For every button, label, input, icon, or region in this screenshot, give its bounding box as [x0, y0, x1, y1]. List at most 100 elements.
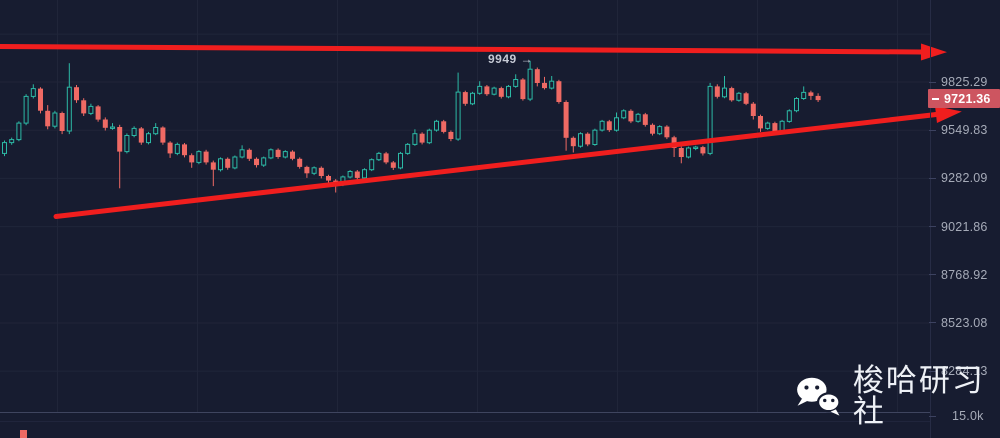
candle — [16, 121, 22, 142]
candles-layer — [2, 60, 821, 193]
candle — [513, 74, 519, 88]
candle — [354, 170, 360, 181]
candle — [412, 129, 418, 146]
trend-arrows[interactable] — [0, 43, 962, 219]
watermark-text: 梭哈研习社 — [852, 363, 985, 429]
candle — [9, 137, 15, 145]
candle — [254, 157, 259, 168]
candle — [182, 143, 187, 158]
candle — [729, 86, 735, 102]
candle — [290, 150, 295, 161]
y-axis-label: 8284.13 — [941, 364, 988, 379]
candle — [606, 119, 612, 132]
price-axis-border — [930, 0, 931, 438]
candle — [750, 102, 756, 120]
candle — [527, 60, 533, 102]
candle — [38, 87, 43, 114]
candle — [570, 136, 576, 153]
y-axis-label: 9549.83 — [941, 123, 988, 138]
candle — [722, 76, 727, 99]
candle — [664, 125, 670, 140]
candle — [275, 148, 281, 159]
candle — [434, 119, 439, 132]
candle — [225, 157, 231, 170]
candle — [441, 119, 447, 134]
y-axis-label: 8523.08 — [941, 315, 988, 330]
candle — [743, 91, 749, 106]
last-price-value: 9721.36 — [944, 91, 991, 106]
candle — [405, 143, 411, 155]
candle — [794, 97, 799, 113]
axis-tick — [929, 370, 936, 372]
candle — [693, 145, 699, 151]
candle — [23, 94, 29, 126]
candle — [786, 109, 792, 123]
candle — [592, 128, 598, 146]
candle — [297, 157, 303, 169]
last-price-tag: 9721.36 — [928, 89, 1000, 108]
axis-tick — [929, 177, 936, 179]
axis-tick — [929, 322, 936, 324]
y-axis-label: 9825.29 — [941, 75, 988, 89]
candle — [578, 132, 583, 148]
candle — [686, 146, 691, 159]
candle — [2, 140, 7, 157]
volume-grid-line — [0, 421, 930, 422]
axis-tick — [929, 129, 936, 131]
candle — [542, 76, 547, 90]
candle — [282, 150, 288, 159]
candle — [318, 166, 324, 179]
candle — [772, 121, 778, 133]
candle — [210, 160, 216, 187]
candle — [376, 151, 382, 161]
candle — [110, 123, 115, 130]
candle — [74, 85, 79, 103]
candle — [304, 165, 310, 178]
candle — [808, 90, 814, 100]
candle — [585, 132, 591, 147]
candle — [419, 132, 425, 145]
candle — [628, 109, 634, 124]
candle — [506, 85, 511, 99]
candle — [390, 161, 396, 170]
candle — [153, 123, 159, 136]
candle — [174, 142, 180, 156]
candle — [556, 79, 562, 104]
candle — [232, 155, 238, 170]
candle — [167, 141, 173, 158]
candle — [189, 153, 195, 168]
candle — [534, 67, 540, 87]
candle — [815, 93, 821, 102]
candle — [81, 98, 87, 116]
swing-high-annotation[interactable]: 9949 → — [488, 52, 534, 66]
candle — [347, 170, 353, 179]
watermark: 梭哈研习社 — [794, 365, 1000, 427]
axis-tick — [929, 226, 936, 228]
y-axis-label: 8768.92 — [941, 267, 988, 282]
candle — [369, 158, 375, 172]
candle — [88, 103, 94, 116]
candle — [124, 133, 130, 154]
axis-tick — [929, 81, 936, 83]
candle — [45, 105, 51, 130]
candle — [635, 112, 641, 123]
candle — [138, 127, 144, 145]
candle — [801, 86, 807, 100]
axis-tick — [929, 274, 936, 276]
candle — [621, 109, 627, 120]
candle — [146, 131, 151, 145]
candle — [196, 150, 202, 165]
volume-axis-label: 15.0k — [952, 409, 984, 423]
candle — [52, 110, 58, 129]
candle — [549, 76, 555, 90]
candle — [470, 91, 475, 106]
candle — [362, 168, 367, 180]
candle — [758, 114, 763, 132]
candle — [246, 148, 252, 161]
candle — [398, 151, 403, 170]
candle — [131, 126, 137, 138]
pane-separator[interactable] — [0, 412, 930, 413]
candle — [700, 145, 706, 156]
